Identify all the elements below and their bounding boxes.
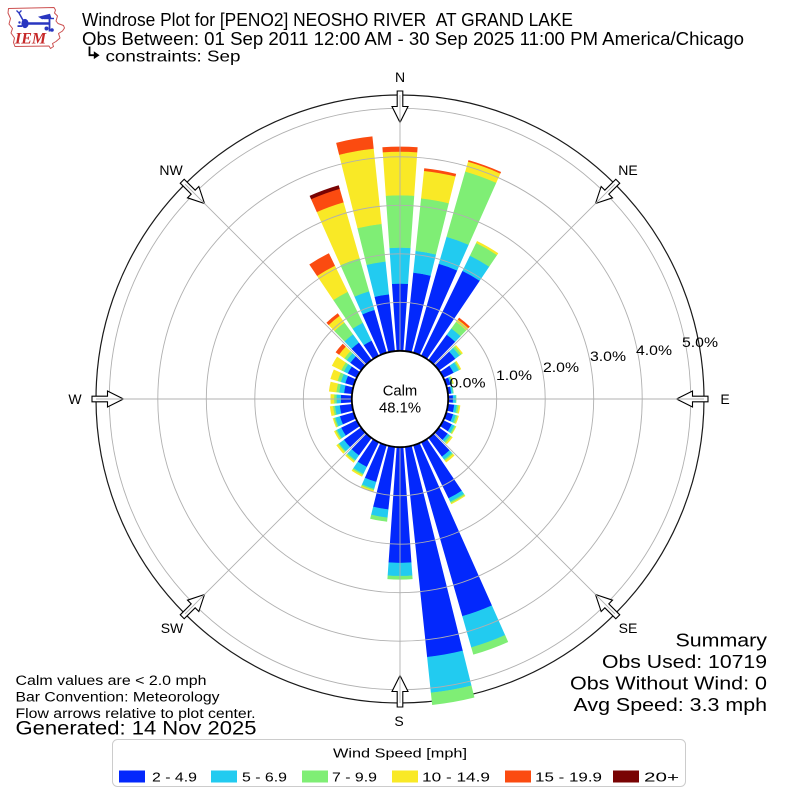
svg-text:2 - 4.9: 2 - 4.9	[152, 769, 197, 784]
svg-text:Obs Used: 10719: Obs Used: 10719	[602, 651, 767, 672]
svg-text:3.0%: 3.0%	[590, 348, 626, 364]
svg-text:Obs Without Wind: 0: Obs Without Wind: 0	[570, 673, 767, 694]
svg-text:0.0%: 0.0%	[450, 374, 486, 390]
svg-text:Avg Speed: 3.3 mph: Avg Speed: 3.3 mph	[574, 694, 768, 715]
svg-text:15 - 19.9: 15 - 19.9	[535, 769, 602, 784]
svg-text:2.0%: 2.0%	[543, 359, 579, 375]
svg-text:Flow arrows relative to plot c: Flow arrows relative to plot center.	[16, 706, 256, 721]
svg-text:Summary: Summary	[676, 630, 768, 651]
svg-text:5 - 6.9: 5 - 6.9	[242, 769, 287, 784]
svg-text:E: E	[720, 391, 729, 407]
svg-text:Calm values are < 2.0 mph: Calm values are < 2.0 mph	[16, 673, 207, 688]
svg-text:Calm: Calm	[383, 384, 418, 400]
svg-text:S: S	[394, 713, 403, 729]
svg-text:Bar Convention: Meteorology: Bar Convention: Meteorology	[16, 690, 220, 705]
svg-text:48.1%: 48.1%	[379, 401, 421, 417]
svg-text:1.0%: 1.0%	[496, 367, 532, 383]
svg-text:5.0%: 5.0%	[682, 334, 718, 350]
svg-text:N: N	[395, 69, 405, 85]
svg-text:NE: NE	[618, 162, 637, 178]
svg-text:SE: SE	[619, 620, 638, 636]
svg-text:Windrose Plot for [PENO2] NEOS: Windrose Plot for [PENO2] NEOSHO RIVER A…	[82, 10, 573, 30]
svg-text:Generated: 14 Nov 2025: Generated: 14 Nov 2025	[16, 719, 257, 740]
svg-text:4.0%: 4.0%	[636, 342, 672, 358]
svg-text:NW: NW	[159, 162, 183, 178]
svg-text:10 - 14.9: 10 - 14.9	[422, 769, 490, 784]
svg-text:Obs Between: 01 Sep 2011 12:00: Obs Between: 01 Sep 2011 12:00 AM - 30 S…	[82, 29, 744, 49]
svg-text:constraints: Sep: constraints: Sep	[106, 49, 241, 66]
svg-text:20+: 20+	[644, 769, 679, 784]
svg-text:IEM: IEM	[14, 31, 47, 48]
svg-text:Wind Speed [mph]: Wind Speed [mph]	[333, 746, 467, 761]
svg-text:W: W	[68, 391, 82, 407]
svg-text:SW: SW	[161, 620, 184, 636]
svg-text:7 - 9.9: 7 - 9.9	[332, 769, 377, 784]
